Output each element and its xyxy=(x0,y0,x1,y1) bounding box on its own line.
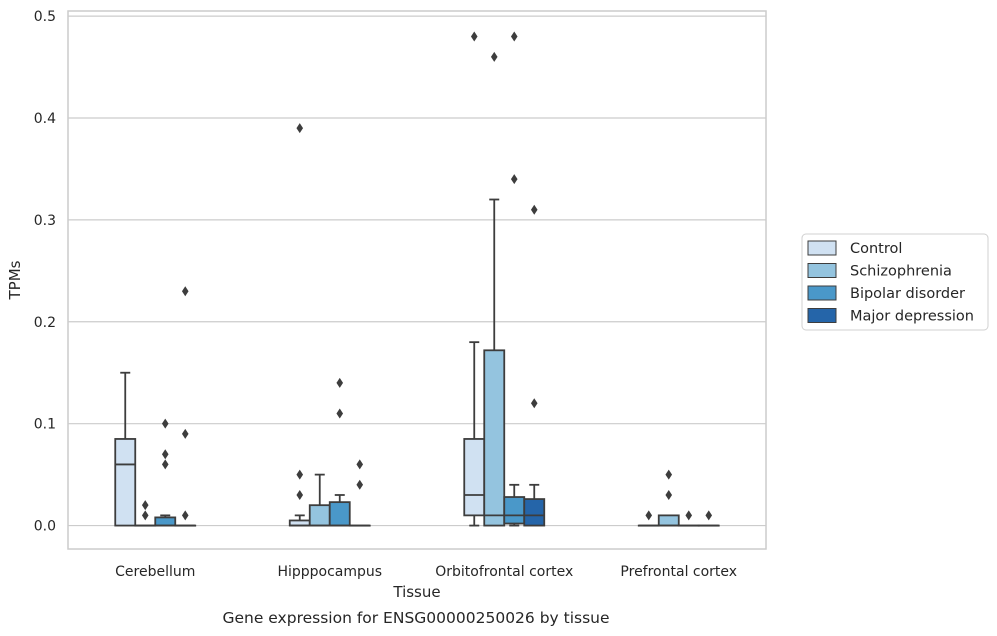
y-tick-label: 0.5 xyxy=(34,9,56,25)
box-schizophrenia xyxy=(483,51,506,527)
outlier-point xyxy=(161,418,169,429)
box-body xyxy=(657,514,680,527)
box-body xyxy=(114,438,137,527)
outlier-point xyxy=(530,398,538,409)
outlier-point xyxy=(665,489,673,500)
y-axis-ticks: 0.0 0.1 0.2 0.3 0.4 0.5 xyxy=(34,9,56,534)
legend-swatch xyxy=(807,263,837,278)
box-control xyxy=(463,31,486,527)
box-major-depression xyxy=(174,286,197,527)
box-control xyxy=(637,510,660,527)
x-axis-label: Tissue xyxy=(392,583,440,601)
y-tick-label: 0.4 xyxy=(34,111,56,127)
box-body xyxy=(483,349,506,527)
legend-swatch xyxy=(807,285,837,301)
box-body xyxy=(154,516,177,527)
outlier-point xyxy=(705,510,713,521)
y-axis-label: TPMs xyxy=(6,260,24,300)
box-major-depression xyxy=(523,204,546,527)
x-tick-label: Orbitofrontal cortex xyxy=(435,564,573,580)
outlier-point xyxy=(356,459,364,470)
box-plots xyxy=(114,31,720,527)
box-body xyxy=(503,496,526,525)
legend-label: Control xyxy=(850,241,902,257)
box-body xyxy=(308,504,331,527)
outlier-point xyxy=(490,51,498,62)
box-body xyxy=(523,498,546,527)
y-tick-label: 0.3 xyxy=(34,213,56,229)
legend-swatch xyxy=(807,308,837,323)
box-schizophrenia xyxy=(308,473,331,527)
outlier-point xyxy=(141,500,149,511)
box-control xyxy=(114,371,137,527)
legend-frame xyxy=(801,233,989,331)
outlier-point xyxy=(356,479,364,490)
x-tick-label: Prefrontal cortex xyxy=(620,564,737,580)
box-body xyxy=(328,501,351,527)
box-bipolar-disorder xyxy=(328,377,351,527)
outlier-point xyxy=(510,174,518,185)
box-body xyxy=(463,438,486,517)
outlier-point xyxy=(296,469,304,480)
y-tick-label: 0.1 xyxy=(34,417,56,433)
legend-label: Schizophrenia xyxy=(850,264,952,280)
outlier-point xyxy=(665,469,673,480)
x-tick-label: Cerebellum xyxy=(115,564,195,580)
legend-label: Major depression xyxy=(850,309,974,325)
outlier-point xyxy=(645,510,653,521)
plot-frame xyxy=(67,10,767,550)
legend-swatch xyxy=(807,240,837,256)
outlier-point xyxy=(181,286,189,297)
box-schizophrenia xyxy=(134,500,157,527)
x-tick-label: Hipppocampus xyxy=(277,564,382,580)
outlier-point xyxy=(296,123,304,134)
outlier-point xyxy=(161,449,169,460)
outlier-point xyxy=(336,377,344,388)
outlier-point xyxy=(181,428,189,439)
box-major-depression xyxy=(348,459,371,527)
outlier-point xyxy=(141,510,149,521)
legend: Control Schizophrenia Bipolar disorder Majo… xyxy=(801,233,989,331)
y-tick-label: 0.0 xyxy=(34,519,56,535)
box-bipolar-disorder xyxy=(503,31,526,527)
box-schizophrenia xyxy=(657,469,680,527)
box-bipolar-disorder xyxy=(154,418,177,527)
y-tick-label: 0.2 xyxy=(34,315,56,331)
legend-label: Bipolar disorder xyxy=(850,286,965,302)
box-control xyxy=(288,123,311,527)
outlier-point xyxy=(470,31,478,42)
box-bipolar-disorder xyxy=(677,510,700,527)
grid-lines xyxy=(68,15,766,527)
outlier-point xyxy=(296,489,304,500)
outlier-point xyxy=(161,459,169,470)
outlier-point xyxy=(685,510,693,521)
outlier-point xyxy=(530,204,538,215)
x-axis-ticks: Cerebellum Hipppocampus Orbitofrontal cort… xyxy=(115,564,737,580)
box-major-depression xyxy=(697,510,720,527)
outlier-point xyxy=(510,31,518,42)
outlier-point xyxy=(181,510,189,521)
figure-caption: Gene expression for ENSG00000250026 by t… xyxy=(222,609,609,627)
outlier-point xyxy=(336,408,344,419)
